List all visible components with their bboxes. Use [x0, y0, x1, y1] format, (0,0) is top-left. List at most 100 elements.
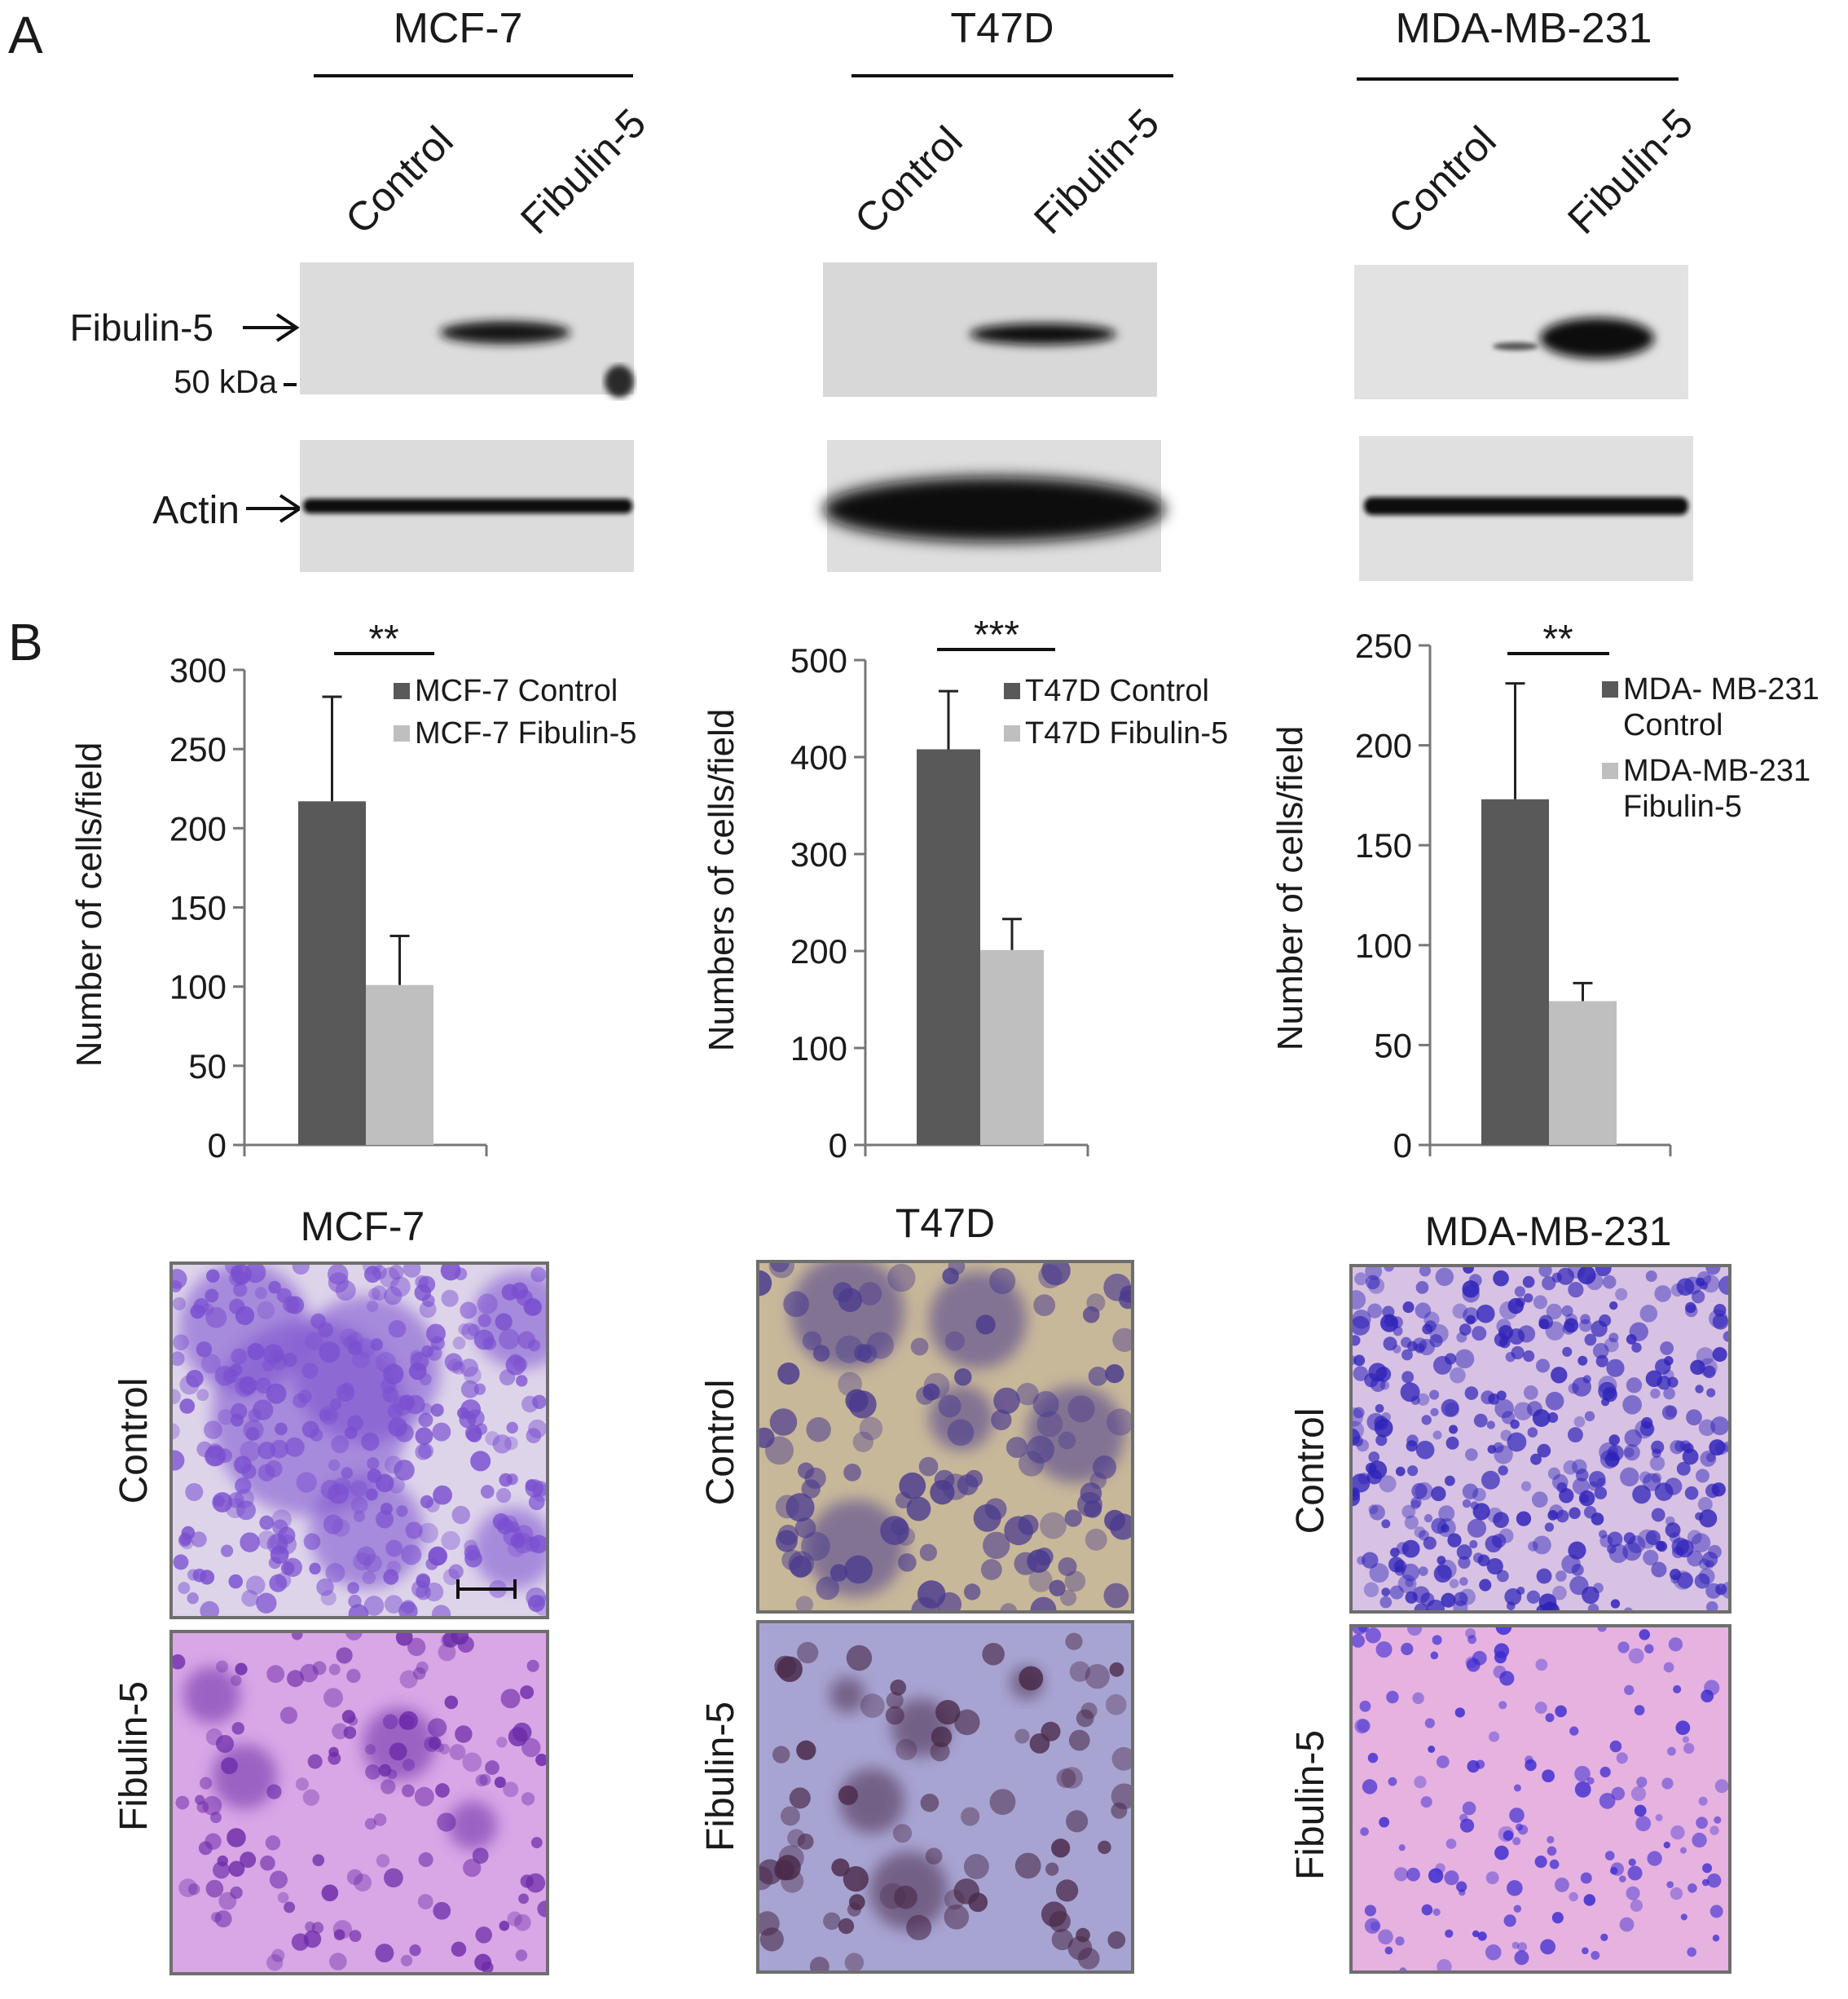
- western-column-t47d: T47D Control Fibulin-5: [846, 5, 1173, 243]
- micrograph: [756, 1260, 1134, 1614]
- micrograph: [169, 1261, 549, 1619]
- cell-line-label: MCF-7: [394, 5, 523, 52]
- legend-swatch: [394, 683, 410, 699]
- bars: [917, 689, 1044, 1145]
- micrograph: [1349, 1264, 1731, 1614]
- micrograph-row-label: Fibulin-5: [112, 1681, 156, 1831]
- lane-label-fibulin5: Fibulin-5: [512, 100, 654, 243]
- bars: [1481, 682, 1617, 1145]
- panel-b-letter: B: [8, 613, 43, 671]
- western-column-mcf7: MCF-7 Control Fibulin-5: [314, 5, 654, 243]
- micrographs: [169, 1260, 1731, 1975]
- y-tick-label: 50: [188, 1047, 227, 1085]
- legend-swatch: [1004, 683, 1020, 699]
- blot-mda-fibulin5: [1354, 265, 1688, 399]
- y-tick-label: 300: [790, 835, 847, 874]
- y-axis: 0 50 100 150 200 250 300: [169, 651, 488, 1165]
- y-tick-label: 100: [169, 968, 227, 1006]
- bars: [298, 695, 433, 1145]
- y-tick-label: 0: [1393, 1126, 1412, 1165]
- y-tick-label: 100: [1355, 927, 1412, 965]
- micrograph-title-mcf7: MCF-7: [301, 1204, 425, 1249]
- arrow-right-icon: [243, 313, 300, 342]
- legend-label: T47D Control: [1025, 674, 1209, 708]
- legend-swatch: [1004, 725, 1020, 742]
- y-tick-label: 100: [790, 1029, 847, 1068]
- y-axis-label: Number of cells/field: [1270, 726, 1310, 1051]
- marker-label: 50 kDa: [174, 364, 277, 400]
- lane-label-control: Control: [1379, 117, 1505, 243]
- lane-label-fibulin5: Fibulin-5: [1559, 100, 1701, 243]
- lane-label-fibulin5: Fibulin-5: [1025, 100, 1168, 243]
- legend-swatch: [394, 725, 410, 742]
- y-axis: 0 100 200 300 400 500: [790, 641, 1089, 1165]
- y-axis: 0 50 100 150 200 250: [1355, 627, 1672, 1165]
- legend: T47D Control T47D Fibulin-5: [1004, 674, 1228, 751]
- y-tick-label: 400: [790, 738, 847, 777]
- legend-label: Fibulin-5: [1623, 790, 1742, 824]
- legend-label: MDA- MB-231: [1623, 672, 1819, 707]
- y-tick-label: 200: [1355, 727, 1412, 765]
- bar: [917, 749, 980, 1145]
- chart-mcf7: Number of cells/field 0 50 100 150 200 250 300…: [69, 618, 636, 1165]
- y-tick-label: 150: [169, 889, 227, 927]
- blot-t47d-fibulin5: [823, 262, 1157, 397]
- significance-label: ***: [974, 614, 1019, 657]
- y-tick-label: 50: [1374, 1026, 1412, 1064]
- y-tick-label: 250: [169, 730, 227, 768]
- micrograph-row-label: Fibulin-5: [699, 1702, 742, 1851]
- bar: [1481, 799, 1549, 1145]
- y-tick-label: 0: [208, 1126, 227, 1165]
- bar: [980, 949, 1044, 1145]
- legend: MCF-7 Control MCF-7 Fibulin-5: [394, 674, 636, 751]
- legend-label: MDA-MB-231: [1623, 754, 1811, 788]
- y-tick-label: 0: [829, 1126, 847, 1165]
- lane-label-control: Control: [846, 117, 971, 243]
- bar: [298, 801, 366, 1145]
- bar: [366, 984, 433, 1145]
- row-label-actin: Actin: [152, 489, 240, 532]
- legend-label: MCF-7 Fibulin-5: [415, 716, 636, 751]
- cell-line-label: MDA-MB-231: [1396, 5, 1652, 52]
- micrograph-title-mda: MDA-MB-231: [1425, 1209, 1672, 1254]
- micrograph-title-t47d: T47D: [895, 1200, 995, 1246]
- legend-label: Control: [1623, 708, 1723, 742]
- row-label-fibulin5: Fibulin-5: [70, 306, 213, 349]
- micrograph: [1349, 1624, 1731, 1974]
- legend-label: T47D Fibulin-5: [1025, 716, 1228, 751]
- significance-label: **: [368, 618, 398, 661]
- y-tick-label: 150: [1355, 826, 1412, 865]
- blot-mcf7-fibulin5: [300, 262, 634, 398]
- y-tick-label: 200: [790, 932, 847, 971]
- y-tick-label: 200: [169, 809, 227, 848]
- y-tick-label: 300: [169, 651, 227, 689]
- lane-label-control: Control: [337, 117, 462, 243]
- cell-line-label: T47D: [950, 5, 1054, 52]
- western-column-mda: MDA-MB-231 Control Fibulin-5: [1357, 5, 1701, 243]
- micrograph: [756, 1620, 1134, 1974]
- panel-a-letter: A: [8, 6, 43, 64]
- blot-mcf7-actin: [300, 440, 634, 572]
- y-tick-label: 500: [790, 641, 847, 680]
- scale-bar: [456, 1579, 517, 1599]
- legend-swatch: [1602, 681, 1618, 698]
- blot-mda-actin: [1359, 436, 1693, 581]
- chart-t47d: Numbers of cells/field 0100200300400500 …: [702, 614, 1228, 1165]
- y-axis-label: Number of cells/field: [69, 742, 109, 1068]
- chart-mda: Number of cells/field 0 50 100 150 200 250 MD…: [1270, 618, 1819, 1165]
- micrograph-row-label: Control: [699, 1380, 742, 1506]
- micrograph-row-label: Control: [1289, 1408, 1332, 1534]
- significance-label: **: [1542, 618, 1573, 661]
- y-tick-label: 250: [1355, 627, 1412, 665]
- legend-swatch: [1602, 763, 1618, 779]
- arrow-right-icon: [246, 494, 303, 523]
- micrograph: [169, 1630, 549, 1975]
- legend-label: MCF-7 Control: [415, 674, 618, 708]
- y-axis-label: Numbers of cells/field: [702, 709, 741, 1052]
- blot-t47d-actin: [823, 440, 1165, 572]
- micrograph-row-label: Fibulin-5: [1289, 1730, 1332, 1880]
- bar: [1549, 1001, 1617, 1145]
- micrograph-row-label: Control: [112, 1378, 156, 1504]
